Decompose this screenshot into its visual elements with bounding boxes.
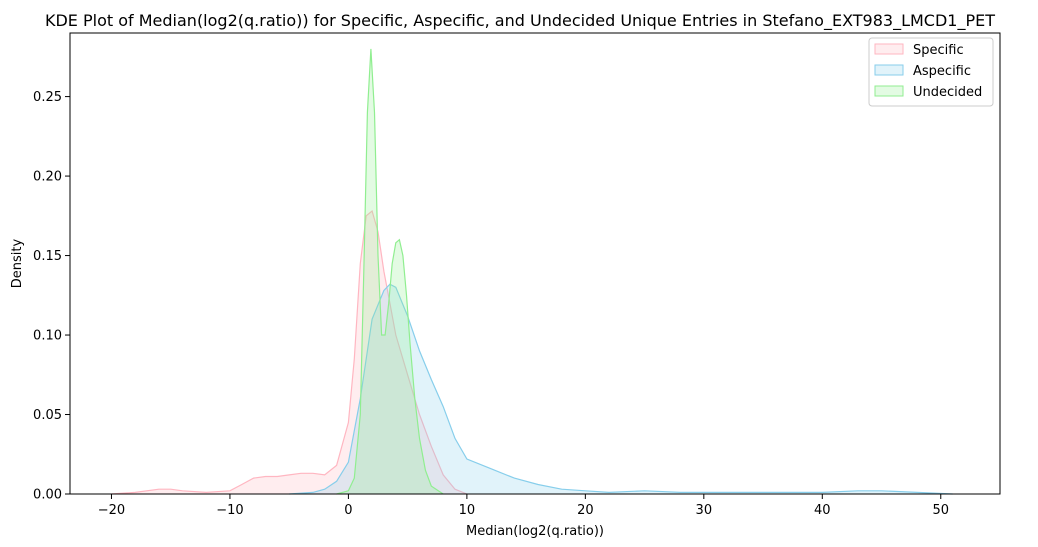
chart-title: KDE Plot of Median(log2(q.ratio)) for Sp… <box>45 11 995 31</box>
x-tick-label: −20 <box>98 503 125 518</box>
y-tick-label: 0.10 <box>33 329 62 344</box>
legend-label-undecided: Undecided <box>913 85 982 100</box>
x-axis: −20 −10 0 10 20 30 40 50 <box>98 494 949 518</box>
area-aspecific <box>289 284 953 494</box>
x-tick-label: 40 <box>814 503 831 518</box>
area-specific <box>111 211 467 494</box>
y-tick-label: 0.05 <box>33 408 62 423</box>
x-tick-label: −10 <box>216 503 243 518</box>
y-tick-label: 0.00 <box>33 488 62 503</box>
legend-items: Specific Aspecific Undecided <box>874 43 982 100</box>
legend-swatch-undecided <box>874 85 904 97</box>
y-tick-label: 0.25 <box>33 90 62 105</box>
line-specific <box>111 209 468 495</box>
series-layer <box>111 48 953 495</box>
legend-label-aspecific: Aspecific <box>913 64 971 79</box>
legend: Specific Aspecific Undecided <box>868 37 994 107</box>
legend-box <box>868 37 994 107</box>
legend-swatch-specific <box>874 43 904 55</box>
y-tick-label: 0.15 <box>33 249 62 264</box>
y-axis: 0.00 0.05 0.10 0.15 0.20 0.25 <box>33 90 70 503</box>
legend-swatch-aspecific <box>874 64 904 76</box>
x-axis-label: Median(log2(q.ratio)) <box>466 524 604 539</box>
area-undecided <box>336 48 444 495</box>
line-undecided <box>336 48 444 495</box>
legend-label-specific: Specific <box>913 43 964 58</box>
y-axis-label: Density <box>10 238 25 288</box>
x-tick-label: 0 <box>344 503 352 518</box>
x-tick-label: 50 <box>932 503 949 518</box>
x-tick-label: 30 <box>696 503 713 518</box>
x-tick-label: 10 <box>459 503 476 518</box>
x-tick-label: 20 <box>577 503 594 518</box>
plot-frame <box>69 32 1001 495</box>
y-tick-label: 0.20 <box>33 170 62 185</box>
